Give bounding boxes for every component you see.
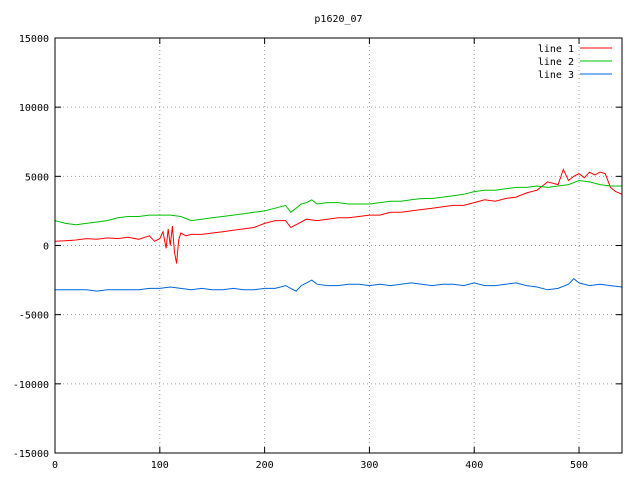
x-tick-label: 200 bbox=[256, 460, 274, 471]
grid bbox=[55, 38, 622, 453]
chart-title: p1620_07 bbox=[314, 14, 362, 25]
x-tick-label: 500 bbox=[570, 460, 588, 471]
legend-label-3: line 3 bbox=[538, 70, 574, 81]
series-lines bbox=[54, 168, 623, 292]
y-tick-label: -10000 bbox=[13, 380, 49, 391]
legend: line 1 line 2 line 3 bbox=[538, 44, 612, 81]
y-tick-label: -15000 bbox=[13, 449, 49, 460]
series-line-3 bbox=[55, 278, 623, 292]
axes: -15000 -10000 -5000 0 5000 10000 15000 0 100 200 3… bbox=[13, 34, 622, 471]
plot-frame bbox=[54, 37, 623, 454]
y-tick-label: 10000 bbox=[19, 103, 49, 114]
y-tick-label: 5000 bbox=[25, 172, 49, 183]
series-line-1 bbox=[54, 168, 623, 264]
x-tick-label: 0 bbox=[52, 460, 58, 471]
x-tick-label: 400 bbox=[465, 460, 483, 471]
legend-label-1: line 1 bbox=[538, 44, 574, 55]
y-tick-label: 0 bbox=[43, 242, 49, 253]
y-tick-label: -5000 bbox=[19, 311, 49, 322]
x-tick-label: 100 bbox=[151, 460, 169, 471]
series-line-2 bbox=[54, 179, 622, 226]
legend-label-2: line 2 bbox=[538, 57, 574, 68]
y-tick-label: 15000 bbox=[19, 34, 49, 45]
x-tick-label: 300 bbox=[360, 460, 378, 471]
